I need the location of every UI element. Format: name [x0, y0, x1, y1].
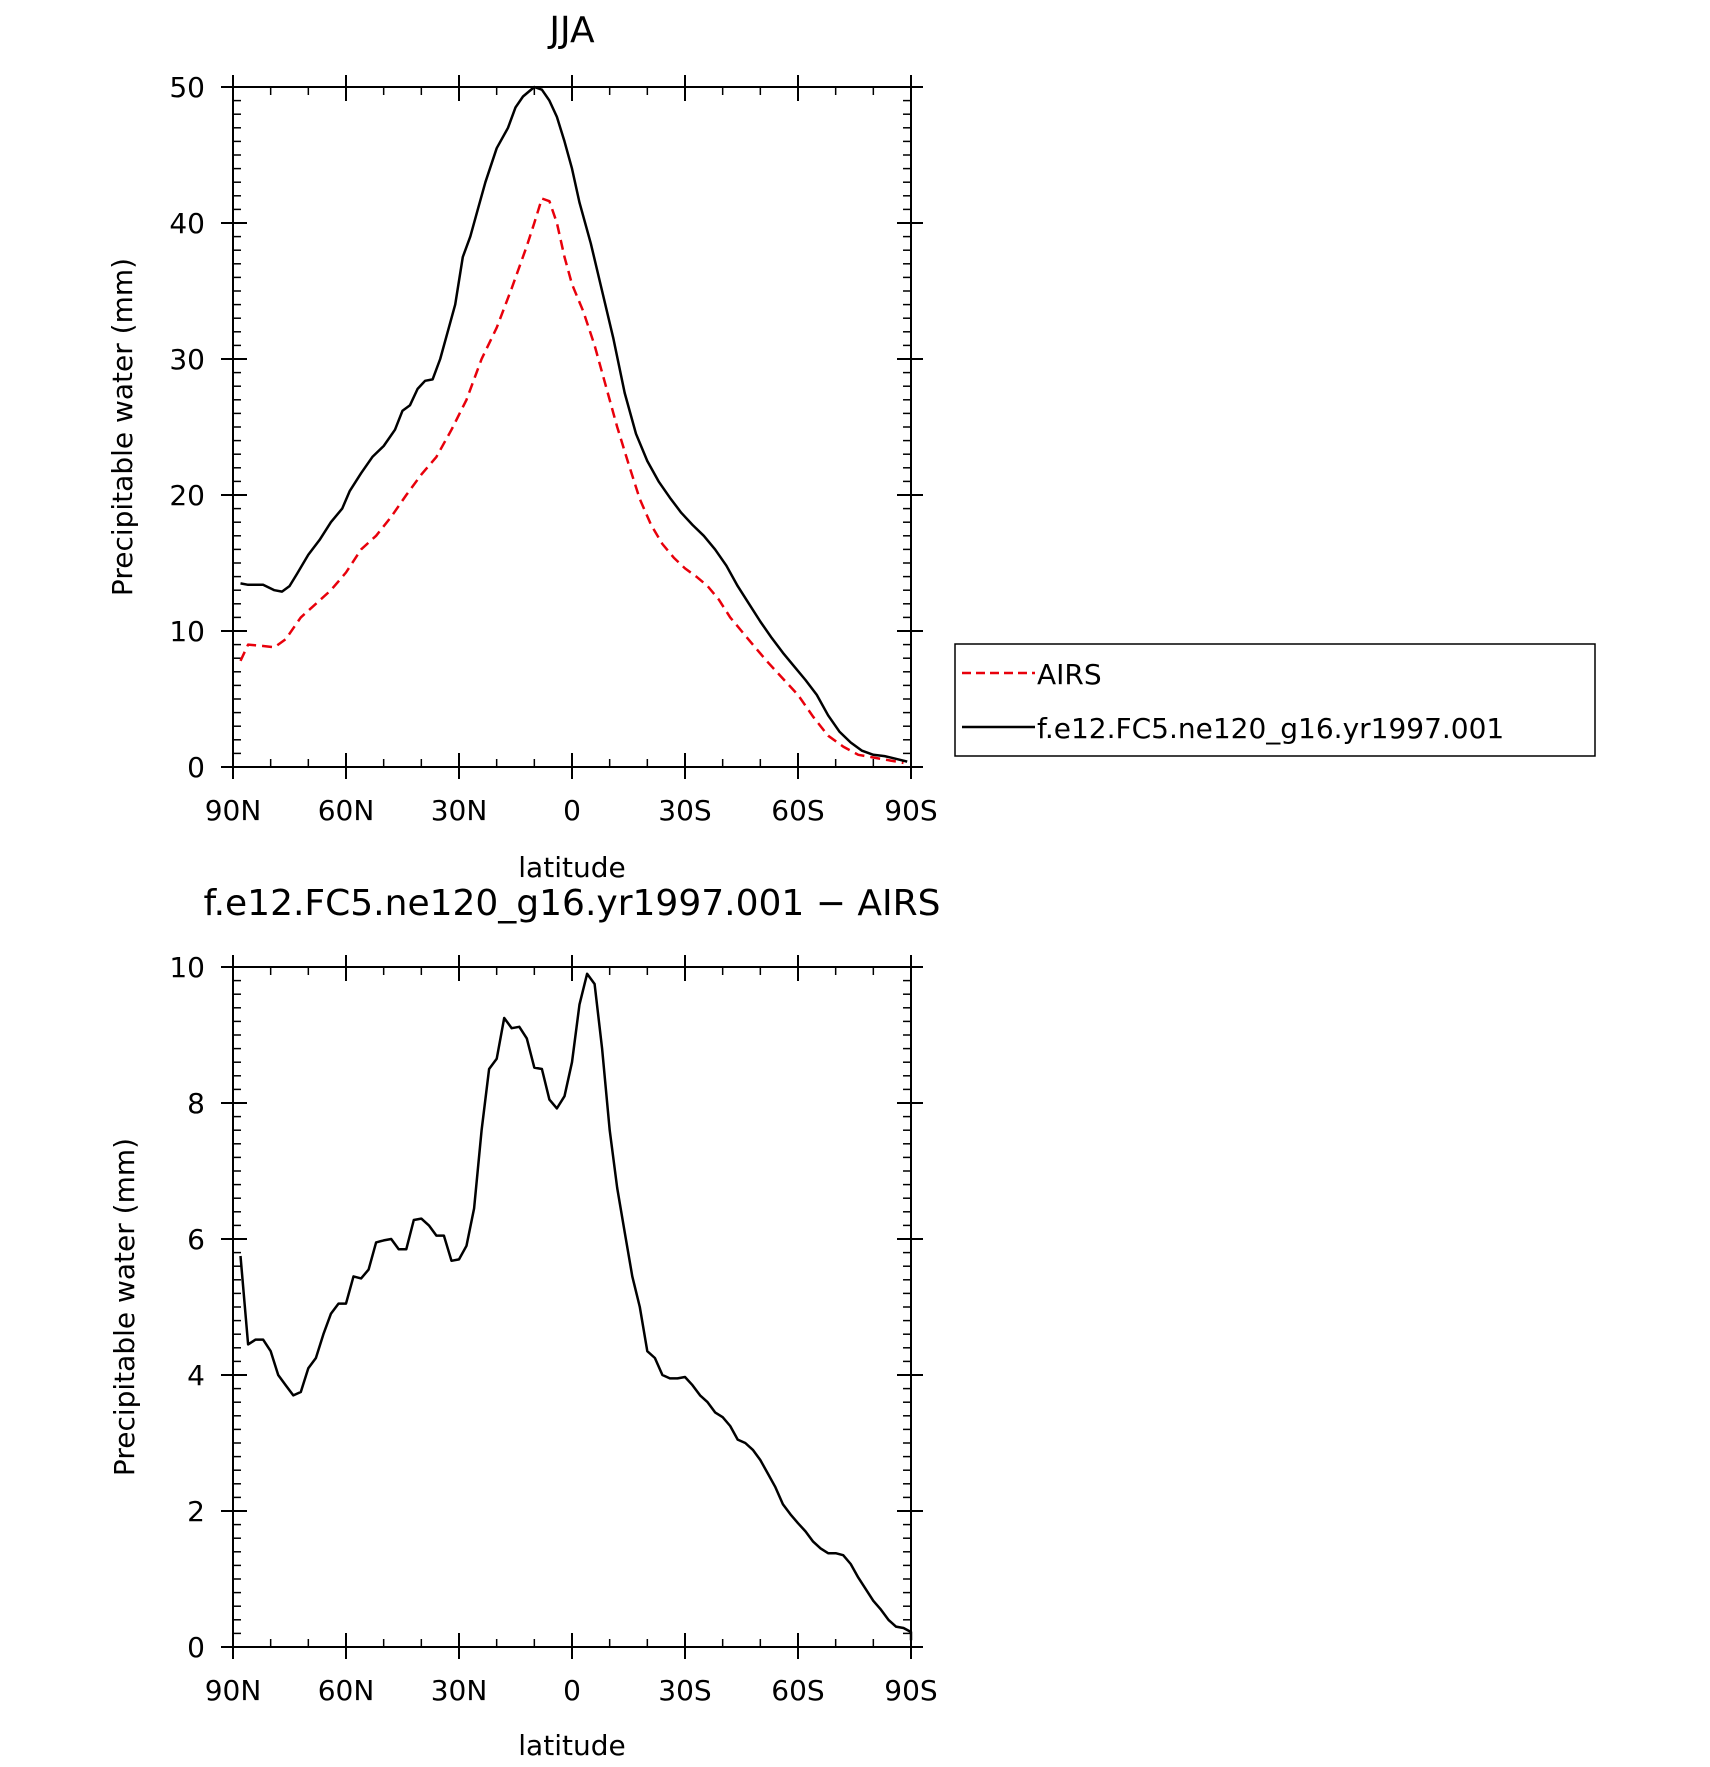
x-tick-label: 60N: [318, 794, 375, 827]
y-tick-label: 2: [187, 1495, 205, 1528]
x-tick-label: 30N: [431, 794, 488, 827]
legend-label-airs: AIRS: [1037, 658, 1102, 691]
x-tick-label: 90S: [884, 1674, 937, 1707]
panel-title-bottom: f.e12.FC5.ne120_g16.yr1997.001 − AIRS: [204, 883, 941, 924]
x-tick-label: 0: [563, 1674, 581, 1707]
plot-frame-top: [232, 86, 912, 768]
y-tick-label: 8: [187, 1087, 205, 1120]
series-line-top-1: [240, 85, 908, 763]
y-tick-label: 0: [187, 1631, 205, 1664]
y-tick-label: 20: [169, 479, 205, 512]
y-tick-label: 10: [169, 615, 205, 648]
series-line-top-0: [239, 197, 904, 765]
y-tick-label: 50: [169, 71, 205, 104]
y-axis-title-bottom: Precipitable water (mm): [108, 1138, 141, 1476]
y-tick-label: 10: [169, 951, 205, 984]
y-tick-label: 40: [169, 207, 205, 240]
legend-label-model: f.e12.FC5.ne120_g16.yr1997.001: [1037, 712, 1504, 745]
series-line-bottom-0: [239, 972, 913, 1641]
x-tick-label: 90S: [884, 794, 937, 827]
x-tick-label: 30S: [658, 794, 711, 827]
y-tick-label: 6: [187, 1223, 205, 1256]
legend: AIRS f.e12.FC5.ne120_g16.yr1997.001: [954, 643, 1596, 757]
y-tick-label: 30: [169, 343, 205, 376]
x-tick-label: 30N: [431, 1674, 488, 1707]
panel-title-top: JJA: [547, 10, 595, 51]
x-tick-label: 0: [563, 794, 581, 827]
x-tick-label: 60S: [771, 794, 824, 827]
ticks-top: 90N 60N 30N 0 30S 60S 90S 0 10 20 30 40 50: [169, 71, 937, 827]
y-tick-label: 4: [187, 1359, 205, 1392]
y-tick-label: 0: [187, 751, 205, 784]
x-tick-label: 60N: [318, 1674, 375, 1707]
series-layer-bottom: [239, 972, 913, 1641]
panel-top: JJA latitude Precipitable water (mm) 90N…: [106, 10, 938, 884]
x-tick-label: 60S: [771, 1674, 824, 1707]
x-tick-label: 90N: [205, 1674, 262, 1707]
ticks-bottom: 90N 60N 30N 0 30S 60S 90S 0 2 4 6 8 10: [169, 951, 937, 1707]
series-layer-top: [239, 85, 908, 765]
plot-frame-bottom: [232, 966, 912, 1648]
x-tick-label: 90N: [205, 794, 262, 827]
panel-bottom: f.e12.FC5.ne120_g16.yr1997.001 − AIRS la…: [108, 883, 940, 1762]
x-axis-title-top: latitude: [518, 851, 625, 884]
legend-box: [954, 643, 1596, 757]
y-axis-title-top: Precipitable water (mm): [106, 258, 139, 596]
x-tick-label: 30S: [658, 1674, 711, 1707]
x-axis-title-bottom: latitude: [518, 1729, 625, 1762]
